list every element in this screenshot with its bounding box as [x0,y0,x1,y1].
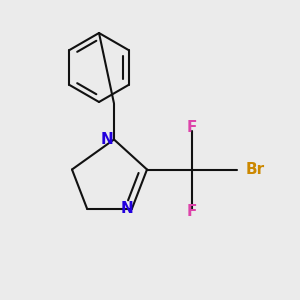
Text: F: F [187,204,197,219]
Text: N: N [101,132,113,147]
Text: Br: Br [246,162,265,177]
Text: N: N [121,201,133,216]
Text: F: F [187,120,197,135]
